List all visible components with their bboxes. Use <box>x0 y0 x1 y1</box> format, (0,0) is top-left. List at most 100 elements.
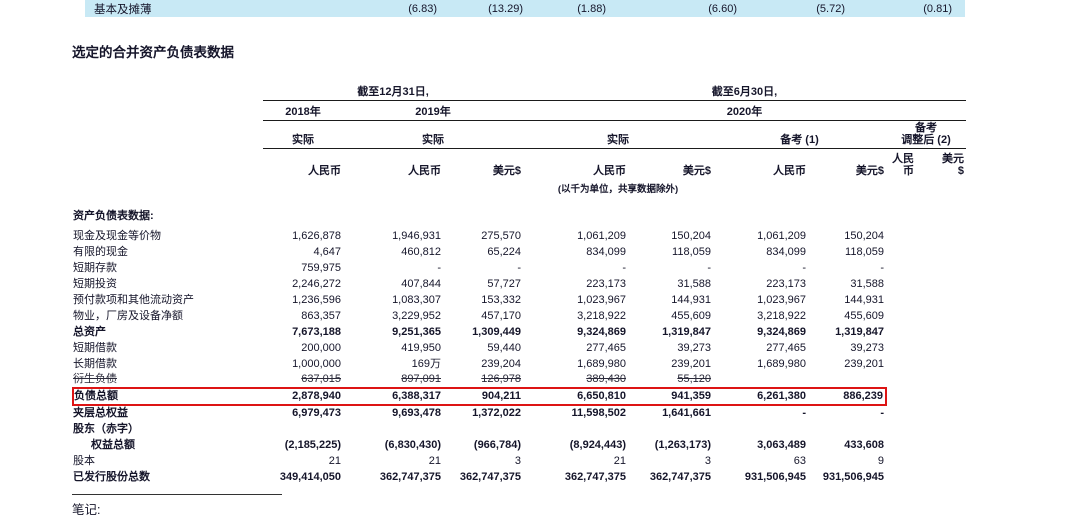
row-value <box>523 421 628 437</box>
units-note-row: (以千为单位，共享数据除外) <box>73 181 966 198</box>
row-value <box>713 421 808 437</box>
row-value: 277,465 <box>586 342 626 354</box>
group-header-actual: 实际 <box>263 121 343 149</box>
row-value: 3,229,952 <box>392 310 441 322</box>
row-value <box>916 244 966 260</box>
table-row: 股本 21 21 3 21 3 63 9 <box>73 453 966 469</box>
row-value: 407,844 <box>401 278 441 290</box>
currency-header: 人民币 <box>593 165 626 177</box>
row-value: 834,099 <box>586 246 626 258</box>
row-value <box>713 372 808 388</box>
row-value: 897,091 <box>401 373 441 385</box>
row-label: 总资产 <box>73 326 106 338</box>
row-value: 389,430 <box>586 373 626 385</box>
row-value <box>808 372 886 388</box>
row-value: (6,830,430) <box>384 439 441 451</box>
row-value: 239,204 <box>481 358 521 370</box>
year-header: 2019年 <box>343 101 523 121</box>
row-label: 预付款项和其他流动资产 <box>73 294 194 306</box>
row-value <box>886 453 916 469</box>
row-value: 637,015 <box>301 373 341 385</box>
row-value: 169万 <box>411 358 441 370</box>
footnote-divider <box>72 494 282 495</box>
group-header-proforma-adjusted: 备考 调整后 (2) <box>886 121 966 149</box>
row-value: 39,273 <box>850 342 884 354</box>
row-value <box>916 469 966 485</box>
row-value <box>886 244 916 260</box>
row-label: 衍生负债 <box>73 373 117 385</box>
basic-diluted-highlight-row: 基本及摊薄 (6.83) (13.29) (1.88) (6.60) (5.72… <box>85 0 965 17</box>
row-value: 277,465 <box>766 342 806 354</box>
row-value: 1,023,967 <box>757 294 806 306</box>
row-value: 21 <box>613 455 626 467</box>
row-value: 21 <box>328 455 341 467</box>
row-value: 31,588 <box>677 278 711 290</box>
row-value: 1,319,847 <box>662 326 711 338</box>
row-value: 1,626,878 <box>292 230 341 242</box>
period-header-row: 截至12月31日, 截至6月30日, <box>73 81 966 101</box>
row-value: - <box>707 262 711 274</box>
row-value: 3 <box>514 455 521 467</box>
row-label: 权益总额 <box>91 439 135 451</box>
row-value: - <box>802 262 806 274</box>
table-row: 股东（赤字） <box>73 421 966 437</box>
row-value: 2,246,272 <box>292 278 341 290</box>
table-row: 长期借款 1,000,000 169万 239,204 1,689,980 23… <box>73 356 966 372</box>
row-label: 负债总额 <box>72 387 263 406</box>
table-row: 权益总额 (2,185,225) (6,830,430) (966,784) (… <box>73 437 966 453</box>
group-header-proforma: 备考 (1) <box>713 121 886 149</box>
row-value: 3,063,489 <box>757 439 806 451</box>
row-value: (6.60) <box>708 2 737 15</box>
row-value <box>916 308 966 324</box>
year-header: 2018年 <box>263 101 343 121</box>
row-value <box>263 421 343 437</box>
row-value <box>916 292 966 308</box>
row-label: 物业，厂房及设备净额 <box>73 310 183 322</box>
row-value: (13.29) <box>488 2 523 15</box>
group-header-row: 实际 实际 实际 备考 (1) 备考 调整后 (2) <box>73 121 966 149</box>
row-value: 57,727 <box>487 278 521 290</box>
row-value: - <box>880 262 884 274</box>
row-label: 现金及现金等价物 <box>73 230 161 242</box>
row-value: (1.88) <box>577 2 606 15</box>
row-value <box>916 405 966 421</box>
year-header: 2020年 <box>523 101 966 121</box>
section-title: 选定的合并资产负债表数据 <box>72 45 234 60</box>
row-value: 1,061,209 <box>577 230 626 242</box>
row-value <box>628 421 713 437</box>
row-value: 6,261,380 <box>713 387 808 406</box>
row-value: 144,931 <box>671 294 711 306</box>
year-header-row: 2018年 2019年 2020年 <box>73 101 966 121</box>
row-value: 63 <box>793 455 806 467</box>
row-value: 1,061,209 <box>757 230 806 242</box>
row-value: 6,650,810 <box>523 387 628 406</box>
row-value <box>886 308 916 324</box>
row-value: 9,251,365 <box>392 326 441 338</box>
notes-label: 笔记: <box>72 503 101 517</box>
table-row: 短期存款 759,975 - - - - - - <box>73 260 966 276</box>
row-value: 21 <box>428 455 441 467</box>
row-value: 863,357 <box>301 310 341 322</box>
row-value <box>916 276 966 292</box>
table-row: 总资产 7,673,188 9,251,365 1,309,449 9,324,… <box>73 324 966 340</box>
row-value: 362,747,375 <box>459 471 521 483</box>
row-value: 118,059 <box>845 246 884 258</box>
row-value: 2,878,940 <box>263 387 343 406</box>
row-value <box>886 260 916 276</box>
period-header: 截至12月31日, <box>263 81 523 101</box>
row-value: 1,641,661 <box>662 407 711 419</box>
row-value: - <box>437 262 441 274</box>
row-value: 65,224 <box>487 246 521 258</box>
row-label: 短期借款 <box>73 342 117 354</box>
row-value: 126,978 <box>481 373 521 385</box>
row-value: 9,324,869 <box>577 326 626 338</box>
row-value <box>886 388 916 405</box>
row-value: 1,083,307 <box>392 294 441 306</box>
row-label: 股本 <box>73 455 95 467</box>
table-row: 短期借款 200,000 419,950 59,440 277,465 39,2… <box>73 340 966 356</box>
row-label: 短期投资 <box>73 278 117 290</box>
row-value: 931,506,945 <box>822 471 884 483</box>
row-value: (5.72) <box>816 2 845 15</box>
row-value <box>886 437 916 453</box>
row-value: 904,211 <box>443 387 523 406</box>
